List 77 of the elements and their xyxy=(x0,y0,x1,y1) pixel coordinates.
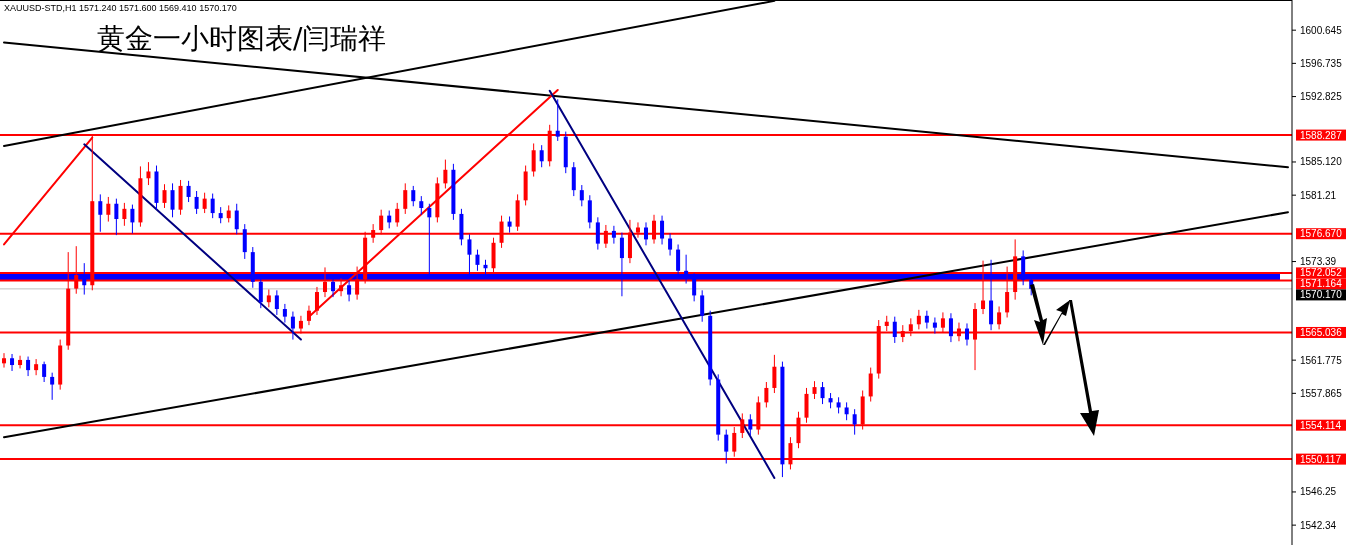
candlestick xyxy=(242,223,247,260)
candlestick xyxy=(595,216,600,251)
candlestick xyxy=(555,98,560,142)
candlestick xyxy=(18,355,23,369)
ref-line-label: 1576.670 xyxy=(1300,228,1343,240)
candlestick xyxy=(395,202,400,228)
candlestick xyxy=(50,372,55,401)
candlestick xyxy=(924,310,929,330)
candlestick xyxy=(579,184,584,207)
ref-line-label: 1572.052 xyxy=(1300,267,1343,279)
candlestick xyxy=(282,303,287,324)
y-tick-label: 1581.21 xyxy=(1300,189,1337,201)
candlestick xyxy=(42,361,47,383)
candlestick xyxy=(852,408,857,436)
candlestick xyxy=(274,289,279,316)
y-tick-label: 1573.39 xyxy=(1300,256,1337,268)
candlestick xyxy=(26,356,31,377)
candlestick xyxy=(948,312,953,343)
ref-line-label: 1550.117 xyxy=(1300,453,1342,465)
candlestick xyxy=(411,185,416,207)
candlestick xyxy=(571,161,576,197)
y-tick-label: 1546.25 xyxy=(1300,486,1337,498)
candlestick xyxy=(820,381,825,405)
candlestick xyxy=(724,429,729,464)
candlestick xyxy=(403,182,408,215)
candlestick xyxy=(748,413,753,436)
candlestick xyxy=(170,182,175,218)
candlestick xyxy=(660,215,665,245)
candlestick xyxy=(997,305,1002,330)
candlestick xyxy=(202,192,207,214)
candlestick xyxy=(611,225,616,245)
candlestick xyxy=(146,161,151,186)
candlestick xyxy=(443,159,448,189)
text: 黄金一小时图表/闫瑞祥 xyxy=(97,22,387,55)
candlestick xyxy=(114,198,119,236)
candlestick xyxy=(964,322,969,347)
candlestick xyxy=(932,316,937,335)
ref-line-label: 1554.114 xyxy=(1300,419,1342,431)
candlestick xyxy=(587,194,592,229)
candlestick xyxy=(531,142,536,178)
y-tick-label: 1557.865 xyxy=(1300,387,1343,399)
candlestick xyxy=(234,203,239,235)
candlestick xyxy=(668,232,673,257)
candlestick xyxy=(772,354,777,394)
y-tick-label: 1600.645 xyxy=(1300,24,1343,36)
ref-line-label: 1570.170 xyxy=(1300,289,1343,301)
candlestick xyxy=(700,289,705,323)
candlestick xyxy=(178,179,183,216)
candlestick xyxy=(34,358,39,376)
chart-subtitle: XAUUSD-STD,H1 1571.240 1571.600 1569.410 1570.170 xyxy=(4,3,237,13)
candlestick xyxy=(643,221,649,246)
candlestick xyxy=(106,196,111,223)
candlestick xyxy=(210,193,215,219)
ref-line-label: 1588.287 xyxy=(1300,129,1343,141)
candlestick xyxy=(419,195,424,216)
candlestick xyxy=(122,202,127,227)
y-tick-label: 1542.34 xyxy=(1300,519,1337,531)
candlestick xyxy=(764,381,769,408)
candlestick xyxy=(892,316,897,344)
y-tick-label: 1561.775 xyxy=(1300,354,1343,366)
candlestick xyxy=(539,144,544,168)
y-tick-label: 1592.825 xyxy=(1300,91,1343,103)
candlestick xyxy=(130,204,135,234)
candlestick xyxy=(162,183,167,209)
candlestick xyxy=(916,309,921,330)
candlestick xyxy=(194,190,199,215)
ref-line-label: 1571.164 xyxy=(1300,278,1343,290)
y-tick-label: 1585.120 xyxy=(1300,156,1343,168)
candlestick xyxy=(186,180,191,203)
candlestick xyxy=(98,193,103,233)
candlestick xyxy=(475,249,480,272)
candlestick xyxy=(2,352,7,369)
y-tick-label: 1596.735 xyxy=(1300,57,1343,69)
ref-line-label: 1565.036 xyxy=(1300,326,1343,338)
candlestick xyxy=(290,311,295,341)
candlestick xyxy=(868,367,873,403)
candlestick xyxy=(10,353,15,372)
